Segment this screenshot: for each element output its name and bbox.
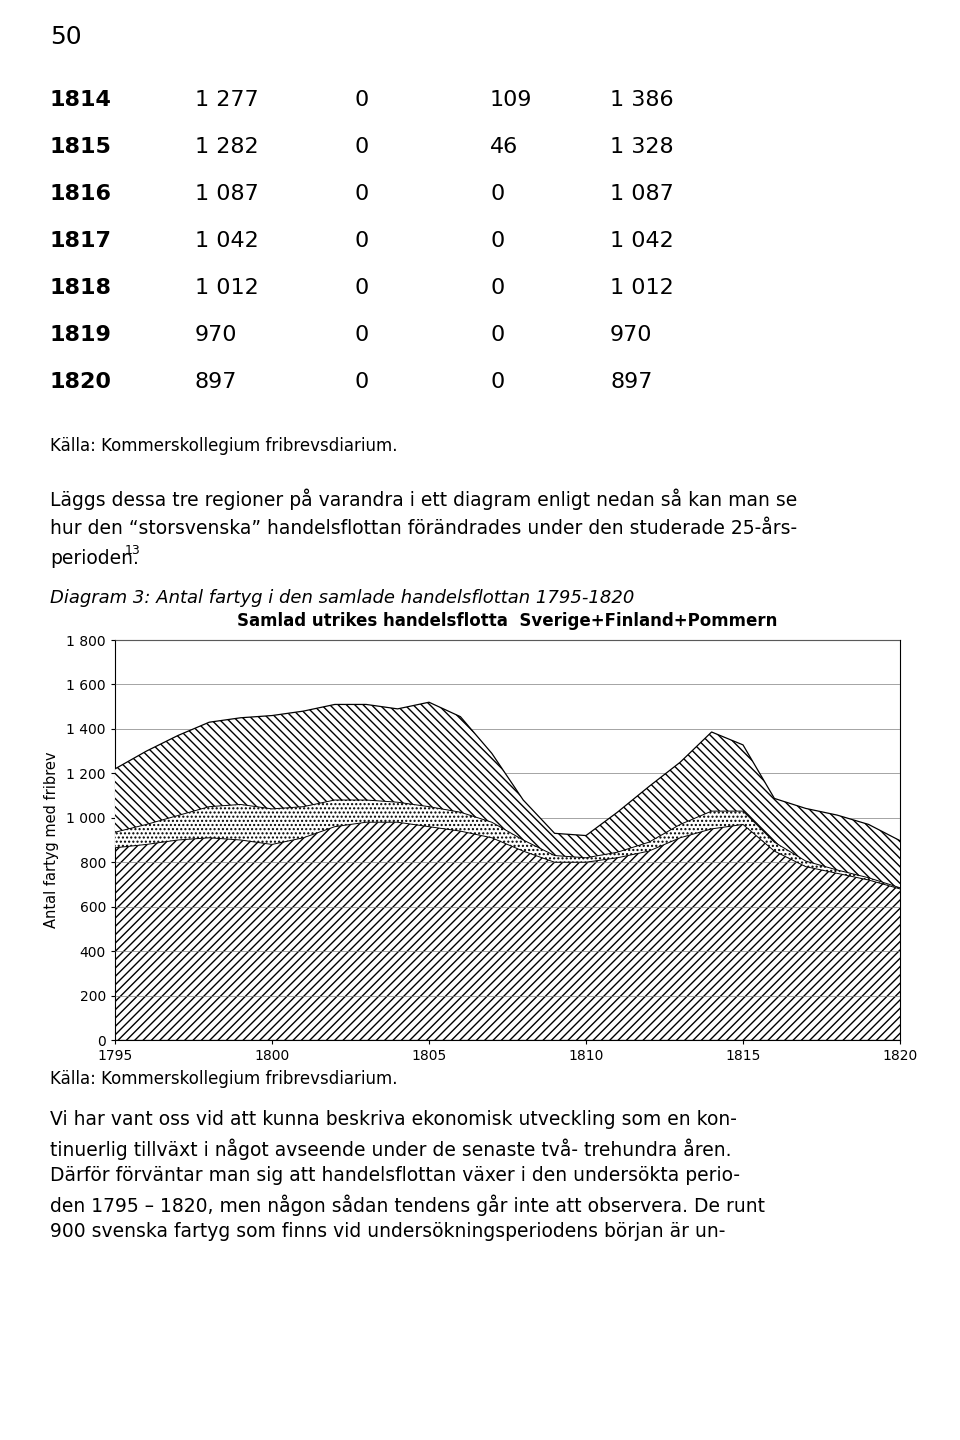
Text: den 1795 – 1820, men någon sådan tendens går inte att observera. De runt: den 1795 – 1820, men någon sådan tendens… xyxy=(50,1194,765,1215)
Text: 1819: 1819 xyxy=(50,325,112,346)
Text: 1 277: 1 277 xyxy=(195,89,258,109)
Text: 1816: 1816 xyxy=(50,184,112,204)
Text: 0: 0 xyxy=(355,278,370,298)
Text: 0: 0 xyxy=(355,184,370,204)
Text: 1 042: 1 042 xyxy=(610,230,674,251)
Text: 897: 897 xyxy=(195,372,237,392)
Text: 1 087: 1 087 xyxy=(195,184,259,204)
Text: Diagram 3: Antal fartyg i den samlade handelsflottan 1795-1820: Diagram 3: Antal fartyg i den samlade ha… xyxy=(50,589,635,608)
Text: 897: 897 xyxy=(610,372,653,392)
Text: 1814: 1814 xyxy=(50,89,112,109)
Text: 970: 970 xyxy=(610,325,653,346)
Text: 13: 13 xyxy=(125,544,141,557)
Text: 0: 0 xyxy=(355,137,370,157)
Text: 970: 970 xyxy=(195,325,237,346)
Text: 1 386: 1 386 xyxy=(610,89,674,109)
Text: 1 012: 1 012 xyxy=(610,278,674,298)
Text: 1 087: 1 087 xyxy=(610,184,674,204)
Text: 0: 0 xyxy=(355,325,370,346)
Text: hur den “storsvenska” handelsflottan förändrades under den studerade 25-års-: hur den “storsvenska” handelsflottan för… xyxy=(50,518,797,539)
Text: 0: 0 xyxy=(490,230,504,251)
Y-axis label: Antal fartyg med fribrev: Antal fartyg med fribrev xyxy=(44,752,60,929)
Text: Läggs dessa tre regioner på varandra i ett diagram enligt nedan så kan man se: Läggs dessa tre regioner på varandra i e… xyxy=(50,490,797,511)
Text: 0: 0 xyxy=(355,230,370,251)
Title: Samlad utrikes handelsflotta  Sverige+Finland+Pommern: Samlad utrikes handelsflotta Sverige+Fin… xyxy=(237,612,778,631)
Text: 0: 0 xyxy=(490,325,504,346)
Text: 0: 0 xyxy=(490,372,504,392)
Text: 0: 0 xyxy=(355,89,370,109)
Text: 1 012: 1 012 xyxy=(195,278,259,298)
Text: 0: 0 xyxy=(355,372,370,392)
Text: 1820: 1820 xyxy=(50,372,112,392)
Text: 50: 50 xyxy=(50,24,82,49)
Text: 1 328: 1 328 xyxy=(610,137,674,157)
Text: 0: 0 xyxy=(490,278,504,298)
Text: Därför förväntar man sig att handelsflottan växer i den undersökta perio-: Därför förväntar man sig att handelsflot… xyxy=(50,1166,740,1185)
Text: 1818: 1818 xyxy=(50,278,112,298)
Text: Källa: Kommerskollegium fribrevsdiarium.: Källa: Kommerskollegium fribrevsdiarium. xyxy=(50,436,397,455)
Text: 900 svenska fartyg som finns vid undersökningsperiodens början är un-: 900 svenska fartyg som finns vid undersö… xyxy=(50,1223,726,1241)
Text: 0: 0 xyxy=(490,184,504,204)
Text: 1 042: 1 042 xyxy=(195,230,259,251)
Text: Källa: Kommerskollegium fribrevsdiarium.: Källa: Kommerskollegium fribrevsdiarium. xyxy=(50,1070,397,1089)
Text: 46: 46 xyxy=(490,137,518,157)
Text: 109: 109 xyxy=(490,89,533,109)
Text: 1 282: 1 282 xyxy=(195,137,258,157)
Text: 1815: 1815 xyxy=(50,137,112,157)
Text: tinuerlig tillväxt i något avseende under de senaste två- trehundra åren.: tinuerlig tillväxt i något avseende unde… xyxy=(50,1138,732,1159)
Text: perioden.: perioden. xyxy=(50,549,139,567)
Text: 1817: 1817 xyxy=(50,230,112,251)
Text: Vi har vant oss vid att kunna beskriva ekonomisk utveckling som en kon-: Vi har vant oss vid att kunna beskriva e… xyxy=(50,1110,737,1129)
